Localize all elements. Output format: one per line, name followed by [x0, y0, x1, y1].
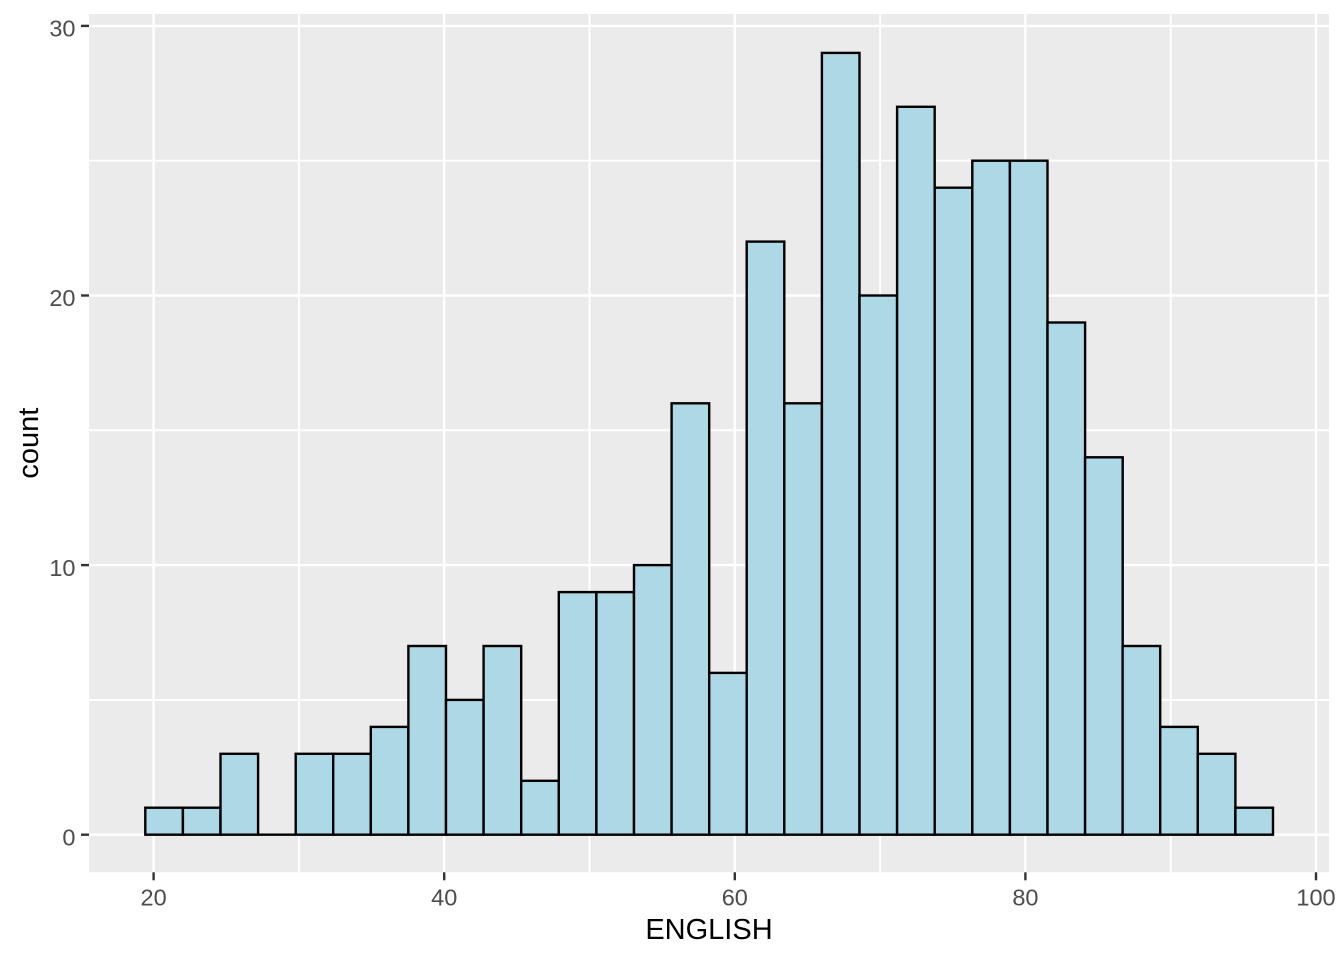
svg-text:ENGLISH: ENGLISH	[645, 914, 772, 946]
svg-text:40: 40	[431, 885, 457, 911]
svg-text:60: 60	[722, 885, 748, 911]
svg-text:30: 30	[49, 16, 75, 42]
svg-text:100: 100	[1296, 885, 1335, 911]
svg-text:0: 0	[62, 824, 75, 850]
svg-text:20: 20	[141, 885, 167, 911]
svg-text:10: 10	[49, 555, 75, 581]
svg-text:count: count	[13, 408, 45, 479]
svg-text:80: 80	[1012, 885, 1038, 911]
svg-text:20: 20	[49, 285, 75, 311]
